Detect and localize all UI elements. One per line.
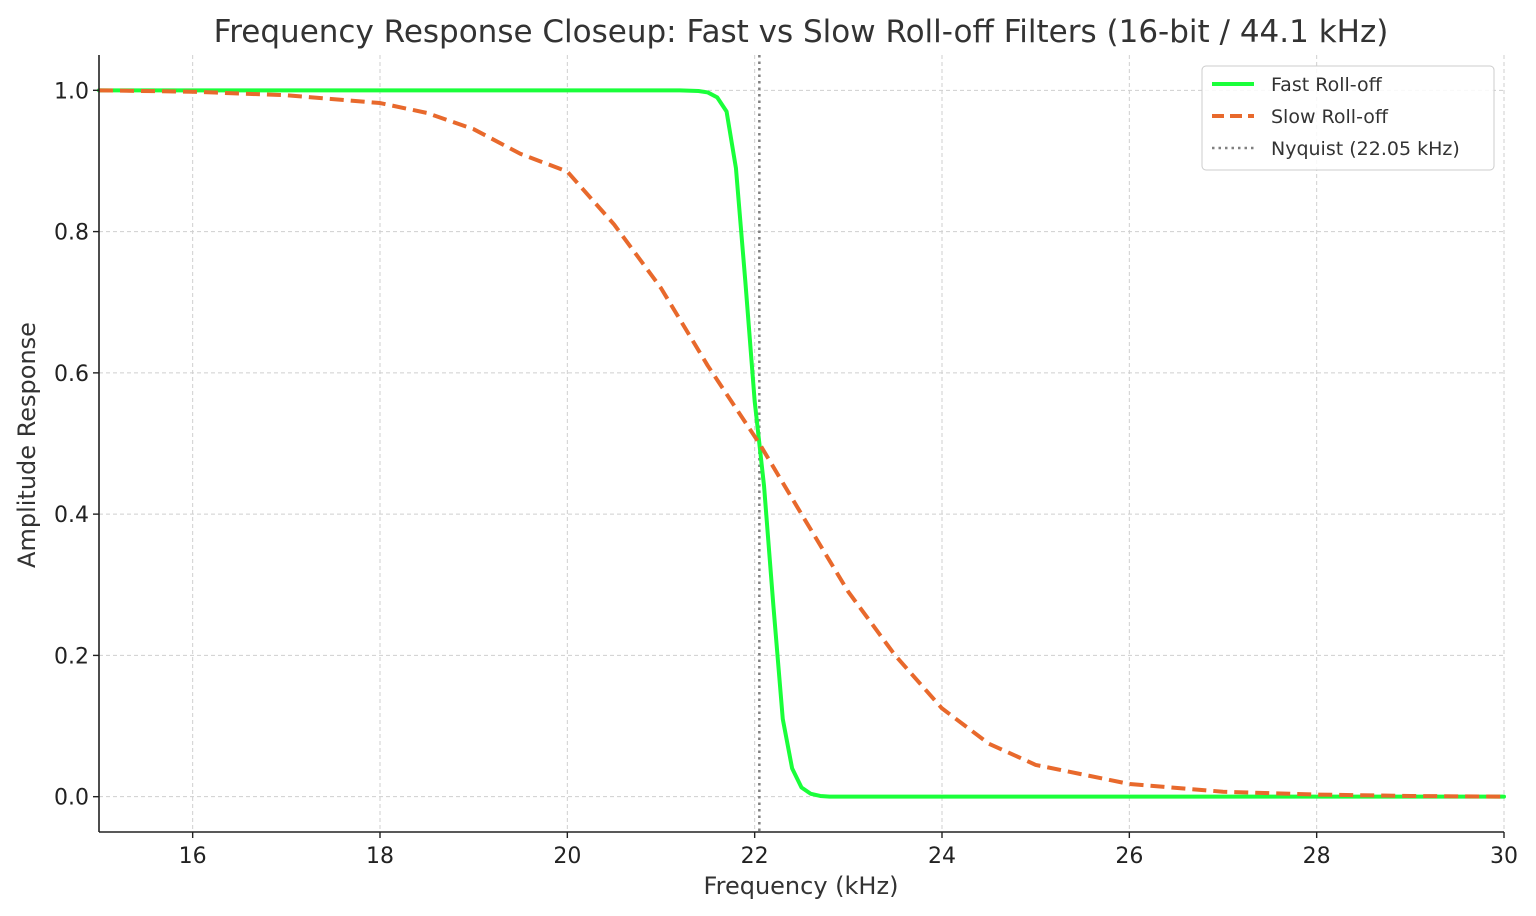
y-axis-label: Amplitude Response bbox=[13, 322, 41, 568]
legend: Fast Roll-off Slow Roll-off Nyquist (22.… bbox=[1201, 65, 1495, 171]
grid-layer bbox=[99, 55, 1505, 832]
y-tick-label: 0.2 bbox=[54, 644, 89, 669]
x-tick-label: 18 bbox=[366, 844, 394, 869]
y-tick-label: 0.0 bbox=[54, 786, 89, 811]
y-tick-label: 1.0 bbox=[54, 79, 89, 104]
x-tick-label: 20 bbox=[553, 844, 581, 869]
x-tick-label: 24 bbox=[928, 844, 956, 869]
x-tick-label: 28 bbox=[1303, 844, 1331, 869]
series-slow-rolloff-line bbox=[98, 88, 1505, 799]
x-tick-label: 26 bbox=[1115, 844, 1143, 869]
x-tick-label: 22 bbox=[741, 844, 769, 869]
chart-title: Frequency Response Closeup: Fast vs Slow… bbox=[214, 14, 1389, 50]
x-axis-label: Frequency (kHz) bbox=[704, 872, 899, 900]
legend-label-slow: Slow Roll-off bbox=[1271, 106, 1389, 128]
y-tick-label: 0.6 bbox=[54, 362, 89, 387]
axes-layer bbox=[98, 55, 1504, 833]
series-layer bbox=[97, 55, 1506, 832]
y-tick-label: 0.4 bbox=[54, 503, 89, 528]
legend-label-nyquist: Nyquist (22.05 kHz) bbox=[1271, 138, 1460, 160]
x-tick-label: 16 bbox=[179, 844, 207, 869]
ticks-layer: 16 18 20 22 24 26 28 30 0.0 0.2 0.4 0.6 0.8 1.0 bbox=[54, 79, 1518, 869]
x-tick-label: 30 bbox=[1490, 844, 1518, 869]
y-tick-label: 0.8 bbox=[54, 221, 89, 246]
legend-label-fast: Fast Roll-off bbox=[1271, 74, 1383, 96]
series-fast-rolloff-line bbox=[97, 88, 1506, 799]
legend-frame bbox=[1201, 65, 1495, 171]
